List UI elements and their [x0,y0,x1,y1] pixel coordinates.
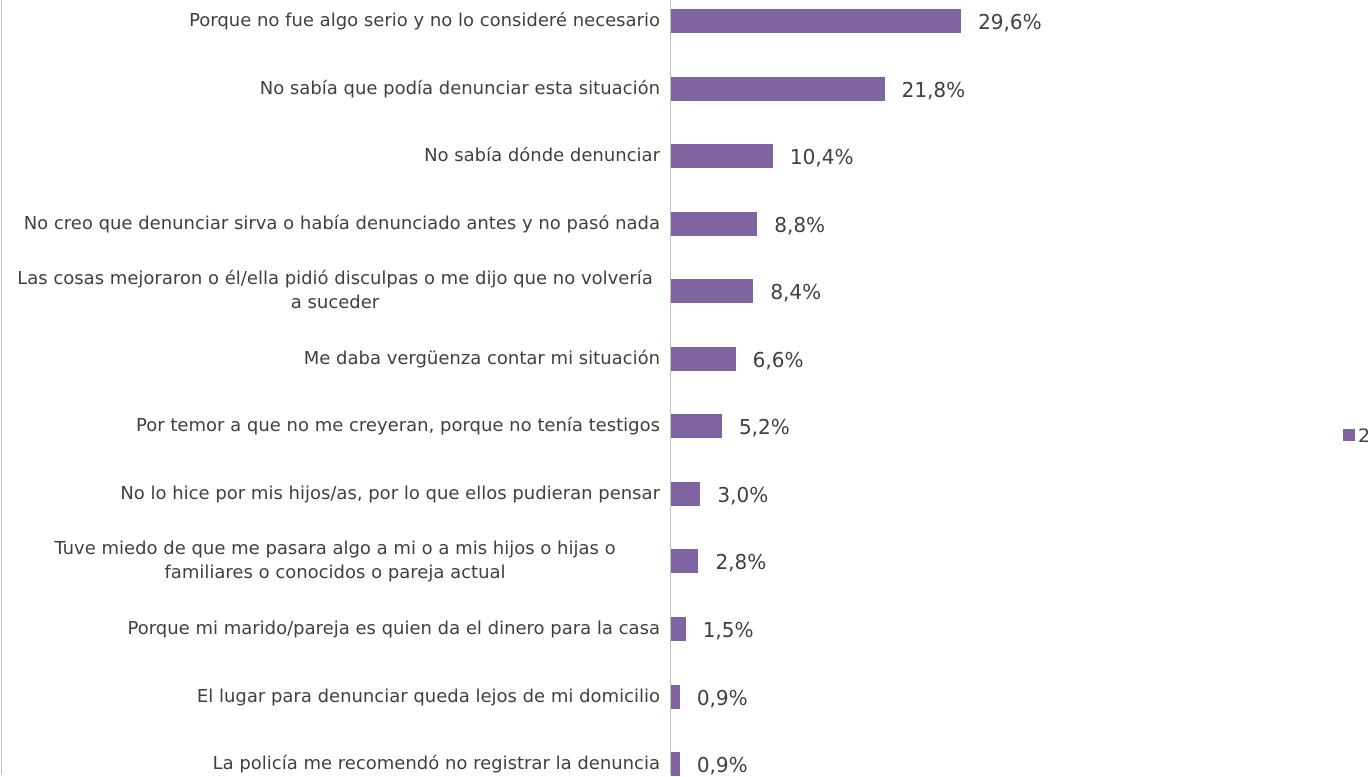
category-label: Tuve miedo de que me pasara algo a mi o … [54,538,616,584]
bar [671,752,680,777]
category-axis [670,0,671,775]
legend-label: 2024 [1358,425,1368,447]
category-label: Porque no fue algo serio y no lo conside… [189,10,660,31]
value-label: 10,4% [789,145,854,170]
category-label: Me daba vergüenza contar mi situación [303,347,660,369]
value-label: 3,0% [717,482,769,507]
category-label: No sabía que podía denunciar esta situac… [259,77,660,99]
bar [671,9,962,33]
bar [671,481,701,506]
value-label: 6,6% [752,347,804,372]
value-label: 8,8% [774,212,826,237]
category-label: No sabía dónde denunciar [424,145,660,167]
value-label: 0,9% [696,685,748,710]
bar [671,211,758,236]
bar [671,76,885,101]
category-label: Porque mi marido/pareja es quien da el d… [127,617,661,639]
bar [671,616,686,641]
value-label: 8,4% [770,280,822,305]
bar [671,684,680,709]
category-label: La policía me recomendó no registrar la … [212,753,660,775]
legend-key [1343,429,1355,441]
value-label: 2,8% [715,550,767,575]
category-label: Las cosas mejoraron o él/ella pidió disc… [17,268,653,314]
bar [671,279,754,304]
frame-line [1,0,2,775]
value-label: 29,6% [978,10,1042,34]
category-label: No lo hice por mis hijos/as, por lo que … [120,482,660,504]
category-label: Por temor a que no me creyeran, porque n… [136,415,660,437]
value-label: 21,8% [901,77,966,102]
value-label: 1,5% [702,617,754,642]
bar [671,346,736,371]
value-label: 5,2% [738,415,790,440]
category-label: No creo que denunciar sirva o había denu… [23,212,660,234]
bar [671,144,773,169]
value-label: 0,9% [696,753,748,777]
bar [671,549,699,574]
category-label: El lugar para denunciar queda lejos de m… [196,685,660,707]
bar [671,414,722,439]
